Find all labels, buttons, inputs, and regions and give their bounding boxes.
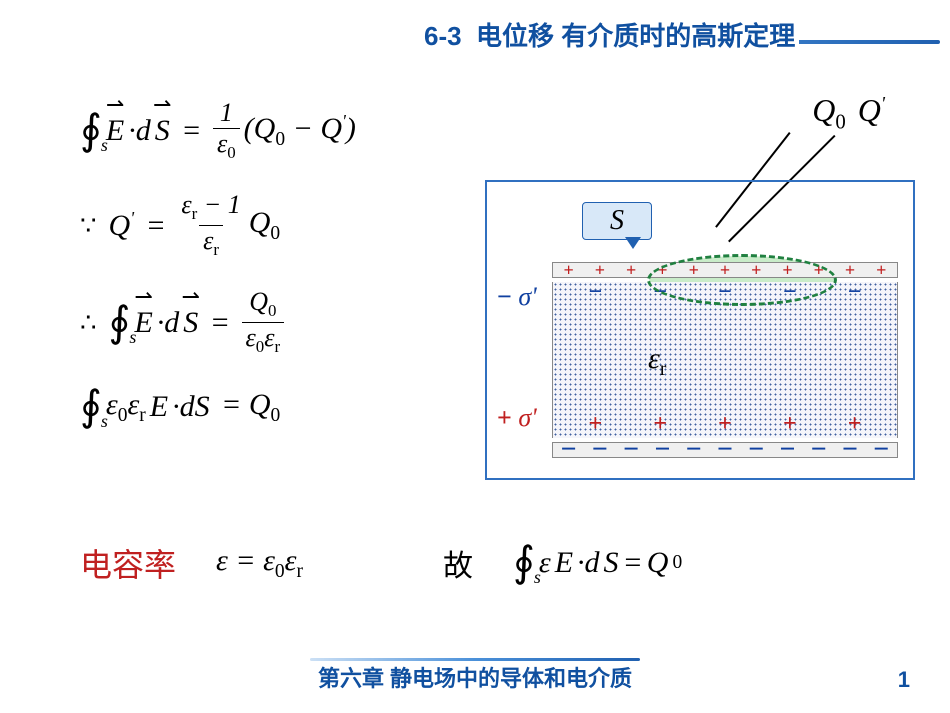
fraction: εr − 1 εr — [177, 192, 244, 259]
fraction: 1 ε0 — [213, 100, 240, 162]
numerator: Q0 — [245, 289, 280, 322]
fraction: Q0 ε0εr — [242, 289, 285, 356]
vector-S: S — [183, 306, 198, 340]
header-title: 6-3 电位移 有介质时的高斯定理 — [420, 20, 799, 54]
equations-column: s E ·dS = 1 ε0 (Q0 − Q') Q' = εr − 1 εr … — [80, 100, 460, 458]
slide-header: 6-3 电位移 有介质时的高斯定理 — [420, 20, 930, 90]
paren: (Q0 − Q') — [244, 111, 356, 151]
equation-6: s εE ·dS = Q0 — [513, 542, 682, 584]
therefore-label: 故 — [443, 541, 473, 585]
capacitor-diagram: S − σ' + σ' +++++++++++ −−−−− εr +++++ −… — [485, 180, 915, 480]
bound-charge-bottom: +++++ — [563, 412, 887, 436]
sigma-plus-label: + σ' — [497, 403, 537, 433]
permittivity-label: 电容率 — [80, 540, 176, 586]
integral-symbol: s — [109, 302, 131, 344]
s-label-callout: S — [582, 202, 652, 240]
dot: ·d — [128, 114, 151, 148]
eps0er: ε0εr — [106, 388, 146, 427]
section-number: 6-3 — [424, 21, 462, 51]
vector-E: E — [134, 306, 152, 340]
bottom-equations: 电容率 ε = ε0εr 故 s εE ·dS = Q0 — [80, 540, 900, 586]
epsilon-r-label: εr — [648, 342, 666, 381]
section-title: 电位移 有介质时的高斯定理 — [476, 21, 795, 51]
gaussian-surface — [647, 254, 837, 306]
q0: Q0 — [249, 206, 280, 245]
sigma-minus-label: − σ' — [497, 282, 537, 312]
numerator: 1 — [216, 100, 237, 128]
dot: ·dS — [172, 390, 210, 424]
denominator: ε0εr — [242, 322, 285, 356]
vector-E: E — [106, 114, 124, 148]
page-number: 1 — [898, 667, 910, 693]
equation-2: Q' = εr − 1 εr Q0 — [80, 192, 460, 259]
numerator: εr − 1 — [177, 192, 244, 225]
vector-S: S — [155, 114, 170, 148]
equation-3: s E ·dS = Q0 ε0εr — [80, 289, 460, 356]
E: E — [150, 390, 168, 424]
equation-1: s E ·dS = 1 ε0 (Q0 − Q') — [80, 100, 460, 162]
denominator: εr — [199, 225, 223, 259]
integral-symbol: s — [80, 386, 102, 428]
charge-labels: Q0 Q' — [812, 92, 885, 134]
equals: = Q0 — [214, 388, 281, 427]
integral-symbol: s — [80, 110, 102, 152]
equals: = — [202, 306, 237, 340]
equation-5: ε = ε0εr — [216, 544, 303, 583]
equals: = — [138, 209, 173, 243]
equals: = — [174, 114, 209, 148]
denominator: ε0 — [213, 128, 240, 162]
footer-chapter: 第六章 静电场中的导体和电介质 — [0, 661, 950, 693]
bottom-plate: −−−−−−−−−−− — [552, 442, 898, 458]
equation-4: s ε0εr E ·dS = Q0 — [80, 386, 460, 428]
qprime-label: Q' — [858, 92, 885, 134]
q0-label: Q0 — [812, 92, 846, 134]
q-prime: Q' — [109, 208, 135, 243]
integral-symbol: s — [513, 542, 535, 584]
dot: ·d — [157, 306, 180, 340]
